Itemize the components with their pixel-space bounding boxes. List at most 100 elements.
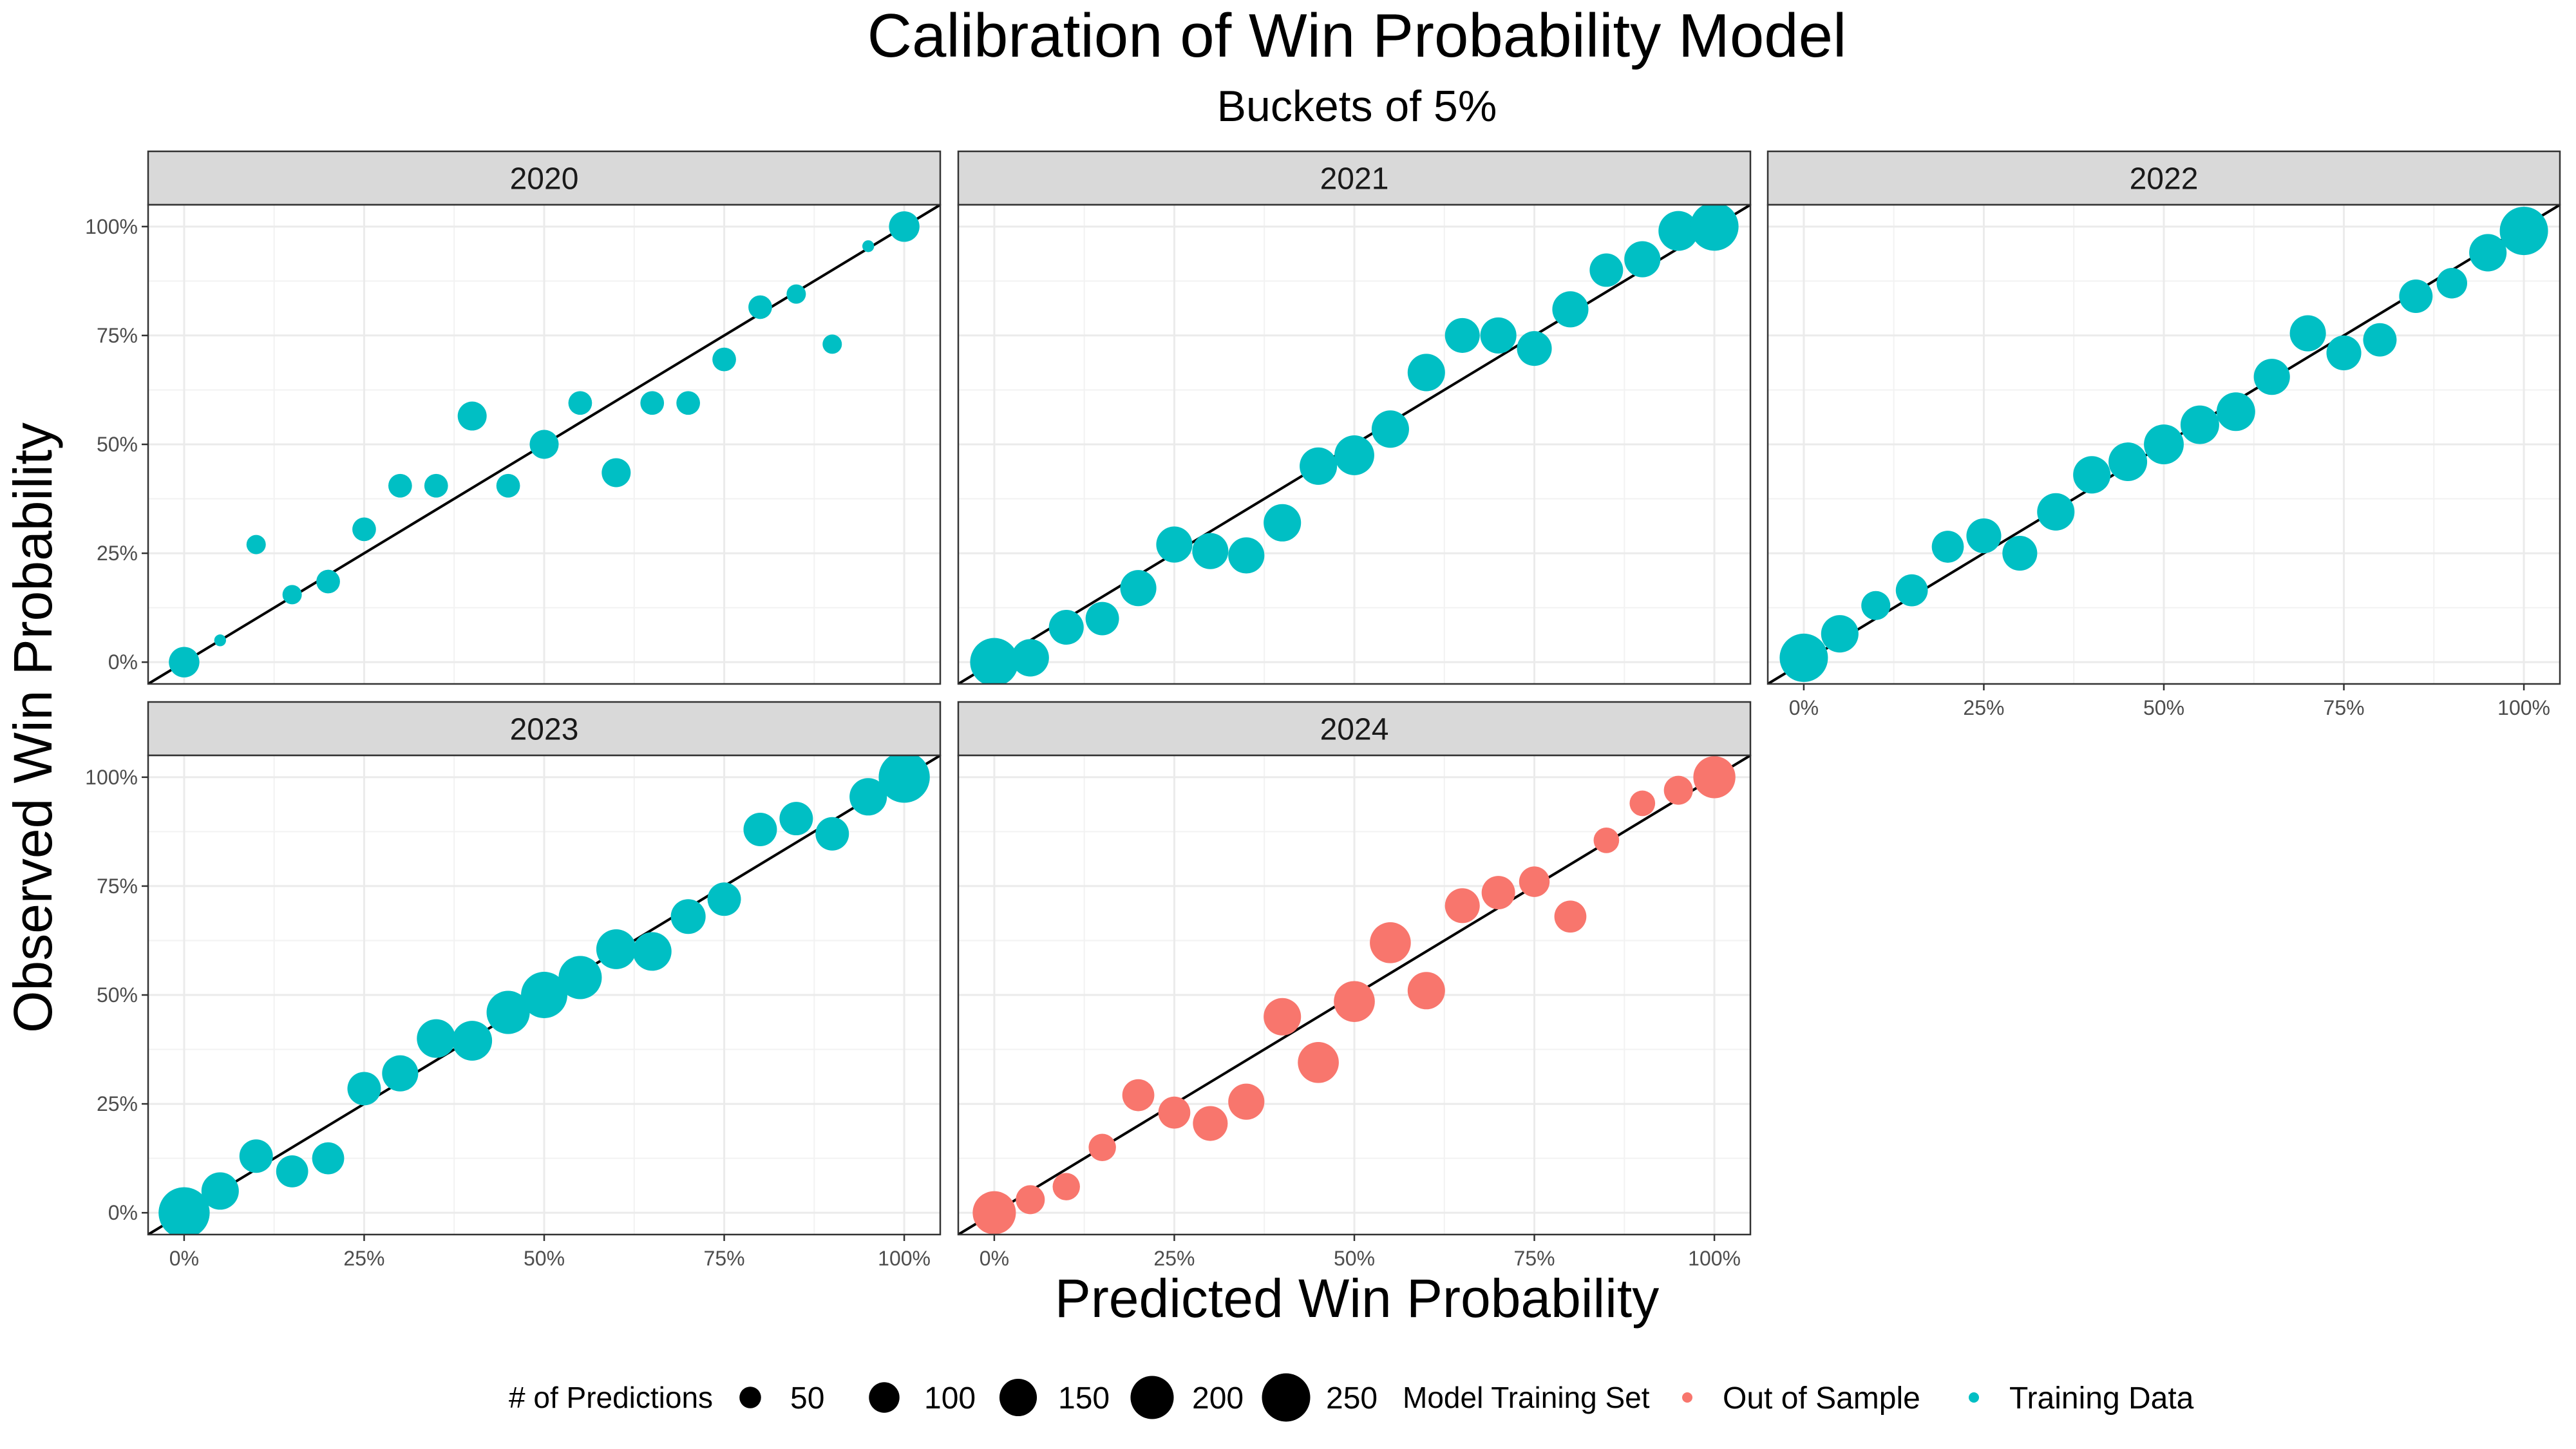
y-tick-label: 100%: [85, 766, 138, 789]
data-point: [878, 755, 930, 803]
data-point: [1088, 1133, 1116, 1161]
data-point: [1690, 205, 1739, 251]
data-point: [282, 585, 302, 605]
data-point: [2436, 268, 2467, 299]
data-point: [1444, 888, 1480, 923]
data-point: [712, 347, 736, 372]
data-point: [889, 211, 920, 242]
facet-strip-label: 2021: [1320, 162, 1389, 196]
data-point: [1554, 900, 1587, 933]
data-point: [1444, 317, 1480, 353]
legend: # of Predictions 50 100 150 200 250 Model Trai…: [509, 1373, 2194, 1422]
data-point: [2180, 405, 2219, 444]
data-point: [1052, 1173, 1080, 1200]
data-point: [452, 1021, 493, 1061]
data-point: [2037, 493, 2075, 531]
data-point: [972, 1191, 1016, 1235]
facet-panel-2021: 2021: [957, 150, 1752, 685]
data-point: [1156, 526, 1193, 563]
facet-strip: [147, 150, 942, 206]
data-point: [862, 240, 875, 252]
facet-strip-label: 2023: [510, 713, 579, 747]
data-point: [417, 1019, 456, 1058]
data-point: [276, 1155, 308, 1188]
x-tick-label: 100%: [1688, 1247, 1741, 1270]
data-point: [1300, 447, 1338, 485]
data-point: [239, 1139, 273, 1173]
data-point: [388, 473, 412, 498]
y-axis-label: Observed Win Probability: [3, 422, 63, 1033]
y-tick-label: 25%: [97, 542, 138, 565]
data-point: [316, 569, 340, 594]
y-tick-label: 0%: [108, 1201, 138, 1224]
data-point: [1629, 790, 1656, 817]
data-point: [1517, 331, 1552, 366]
x-tick-label: 50%: [524, 1247, 565, 1270]
facet-strip-label: 2024: [1320, 713, 1389, 747]
data-point: [1120, 570, 1157, 607]
data-point: [2326, 335, 2362, 371]
data-point: [169, 647, 200, 677]
data-point: [457, 401, 487, 431]
data-point: [496, 473, 520, 498]
data-point: [822, 334, 842, 354]
size-legend-key: [999, 1378, 1037, 1417]
x-tick-label: 100%: [2497, 696, 2550, 719]
data-point: [1519, 866, 1550, 897]
chart-title: Calibration of Win Probability Model: [867, 1, 1847, 70]
facet-panels: 2020 0% 25% 50% 75% 100% 2021 2022 0% 25% 50% 75% 10…: [85, 150, 2561, 1270]
data-point: [1264, 998, 1302, 1036]
x-tick-label: 0%: [1789, 696, 1819, 719]
data-point: [1658, 211, 1699, 251]
data-point: [521, 972, 567, 1018]
color-legend-label: Training Data: [2009, 1381, 2194, 1416]
data-point: [568, 391, 592, 415]
data-point: [1624, 241, 1661, 278]
facet-strip: [957, 701, 1752, 757]
data-point: [424, 473, 448, 498]
x-tick-label: 50%: [2143, 696, 2184, 719]
x-tick-label: 25%: [1963, 696, 2004, 719]
facet-strip: [147, 701, 942, 757]
size-legend-label: 100: [924, 1381, 976, 1416]
panel-border: [957, 204, 1752, 685]
size-legend-key: [1130, 1376, 1174, 1419]
facet-strip: [1766, 150, 2561, 206]
data-point: [1334, 981, 1375, 1022]
data-point: [707, 882, 741, 916]
facet-strip: [957, 150, 1752, 206]
data-point: [849, 778, 887, 816]
data-point: [1016, 1185, 1045, 1215]
y-tick-label: 50%: [97, 983, 138, 1007]
data-point: [1228, 1083, 1265, 1120]
data-point: [1334, 435, 1374, 475]
data-point: [2469, 234, 2507, 272]
data-point: [2002, 536, 2038, 571]
data-point: [670, 899, 706, 934]
data-point: [214, 634, 227, 647]
data-point: [1821, 615, 1859, 653]
color-legend-key: [1682, 1392, 1692, 1403]
facet-panel-2024: 2024 0% 25% 50% 75% 100%: [957, 701, 1752, 1270]
data-point: [352, 517, 376, 542]
data-point: [1371, 410, 1409, 448]
data-point: [601, 458, 631, 488]
x-axis-label: Predicted Win Probability: [1055, 1268, 1659, 1329]
size-legend-title: # of Predictions: [509, 1381, 713, 1414]
facet-panel-2022: 2022 0% 25% 50% 75% 100%: [1766, 150, 2561, 719]
data-point: [486, 990, 530, 1034]
data-point: [246, 535, 266, 554]
data-point: [596, 929, 636, 969]
data-point: [1480, 317, 1517, 354]
size-legend-key: [869, 1382, 900, 1413]
data-point: [640, 391, 665, 415]
data-point: [1264, 504, 1302, 542]
data-point: [2108, 442, 2148, 482]
data-point: [676, 391, 701, 415]
data-point: [786, 284, 806, 304]
facet-panel-2023: 2023 0% 25% 50% 75% 100% 0% 25% 50% 75% 100%: [85, 701, 942, 1270]
chart-subtitle: Buckets of 5%: [1217, 82, 1497, 131]
data-point: [748, 295, 772, 319]
facet-strip-label: 2022: [2130, 162, 2199, 196]
